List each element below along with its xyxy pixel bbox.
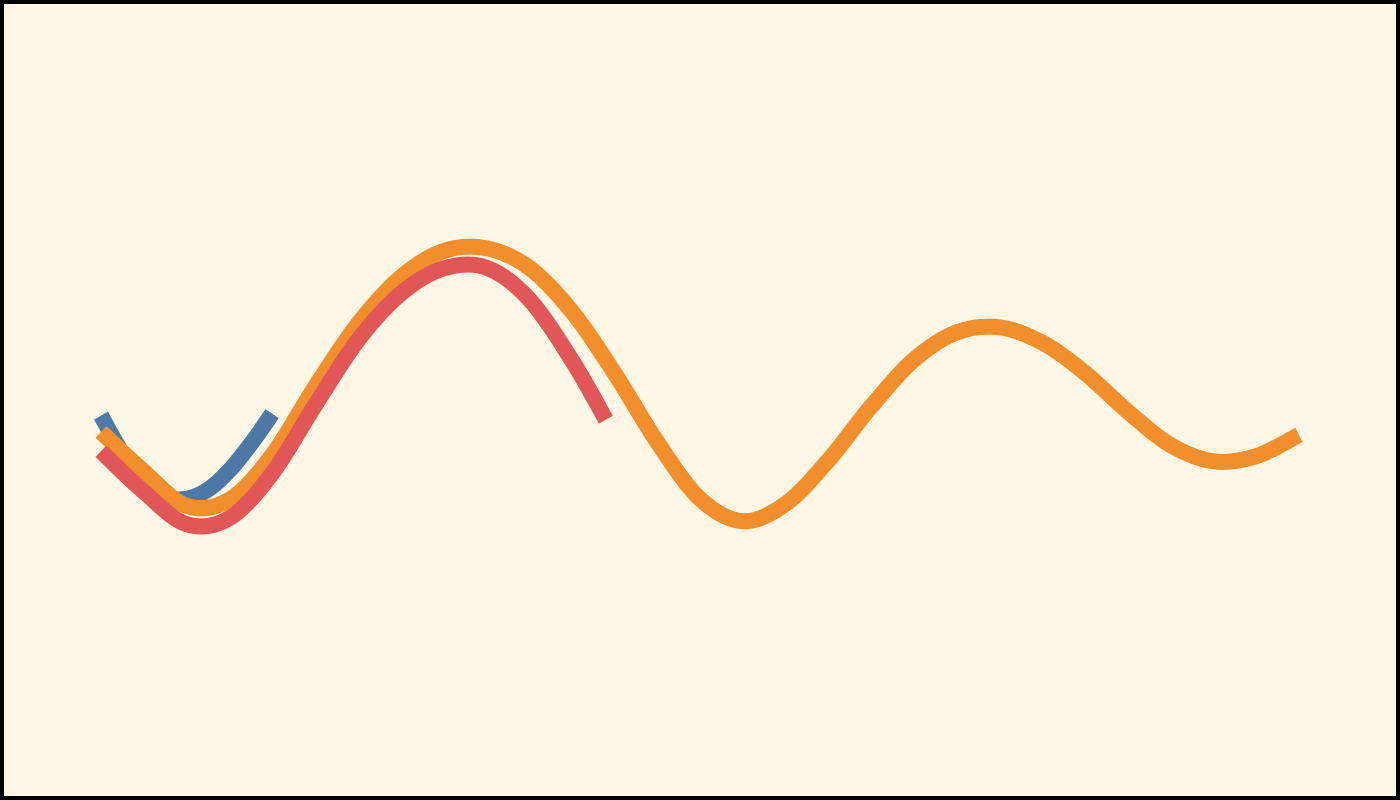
series-line-2 (95, 238, 1303, 530)
series-line-3 (95, 256, 613, 535)
line-chart (4, 4, 1396, 796)
plot-background (4, 4, 1396, 796)
series-layer (94, 238, 1303, 535)
